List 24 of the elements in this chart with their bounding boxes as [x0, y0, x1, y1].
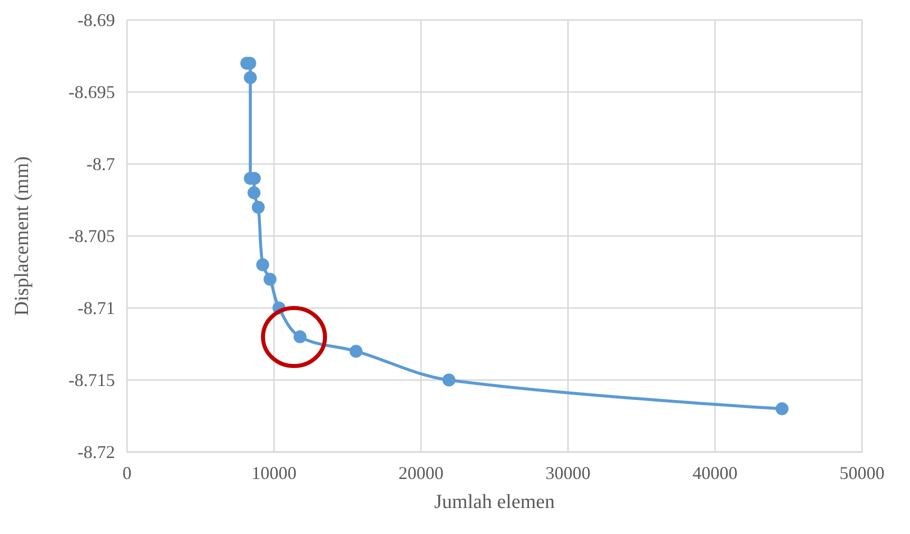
y-tick-label: -8.72 — [78, 442, 115, 462]
point — [776, 402, 789, 416]
y-tick-label: -8.7 — [86, 154, 115, 174]
point — [244, 71, 257, 84]
y-tick-label: -8.69 — [78, 10, 115, 30]
x-axis-title: Jumlah elemen — [434, 491, 555, 513]
point — [256, 258, 270, 272]
point — [248, 186, 261, 200]
point — [442, 374, 456, 386]
y-tick-label: -8.705 — [68, 226, 115, 246]
y-tick-label: -8.715 — [68, 370, 115, 390]
point — [350, 344, 363, 358]
y-tick-label: -8.695 — [68, 82, 115, 102]
x-tick-label: 10000 — [252, 463, 296, 483]
x-tick-label: 20000 — [398, 463, 444, 483]
point — [264, 272, 277, 286]
y-tick-label: -8.71 — [78, 298, 115, 318]
point — [294, 330, 307, 344]
x-tick-label: 50000 — [840, 463, 884, 483]
x-tick-label: 30000 — [546, 463, 590, 483]
y-axis-title: Displacement (mm) — [11, 156, 33, 316]
point — [252, 200, 265, 214]
x-tick-label: 40000 — [692, 463, 738, 483]
x-tick-label: 0 — [122, 463, 132, 483]
